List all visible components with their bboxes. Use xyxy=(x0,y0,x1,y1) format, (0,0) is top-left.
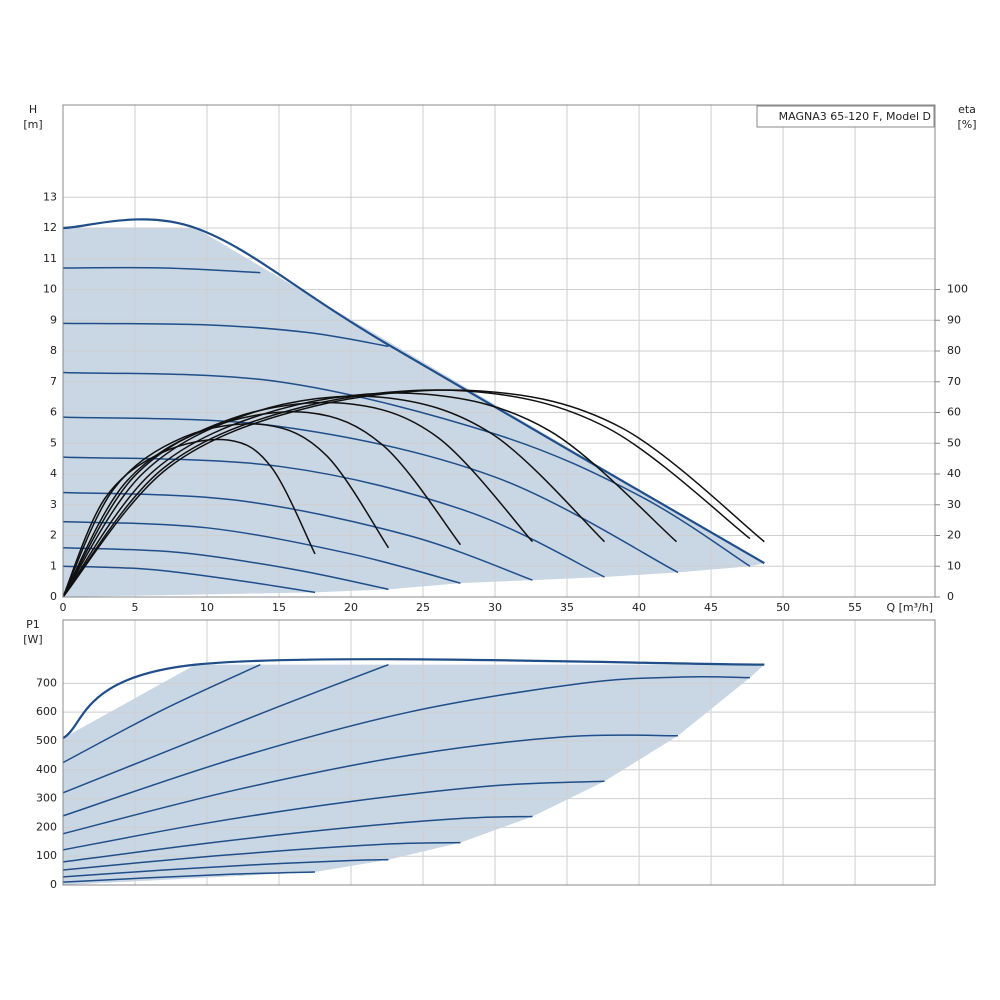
pump-curve xyxy=(62,734,678,835)
pump-curve xyxy=(62,780,605,851)
operating-area xyxy=(63,664,765,885)
efficiency-curve xyxy=(62,389,751,598)
pump-curve xyxy=(62,841,461,871)
x-tick-label: 25 xyxy=(416,601,430,614)
y2-tick-label: 50 xyxy=(947,436,961,449)
y-tick-label: 9 xyxy=(50,313,57,326)
pump-curve xyxy=(62,675,750,817)
plot-frame xyxy=(62,104,936,598)
pump-curve xyxy=(62,663,389,794)
efficiency-curve xyxy=(62,395,606,598)
y-tick-label: 500 xyxy=(36,734,57,747)
x-tick-label: 15 xyxy=(272,601,286,614)
y2-tick-label: 90 xyxy=(947,313,961,326)
y-tick-label: 3 xyxy=(50,498,57,511)
pump-curve xyxy=(62,658,765,740)
y-tick-label: 200 xyxy=(36,820,57,833)
pump-curve xyxy=(62,266,261,274)
chart-title: MAGNA3 65-120 F, Model D xyxy=(779,110,931,123)
x-tick-label: 20 xyxy=(344,601,358,614)
y-tick-label: 0 xyxy=(50,878,57,891)
pump-curve xyxy=(62,520,461,584)
x-tick-label: 40 xyxy=(632,601,646,614)
x-tick-label: 5 xyxy=(132,601,139,614)
y-tick-label: 7 xyxy=(50,375,57,388)
pump-curve xyxy=(62,815,533,863)
y-tick-label: 10 xyxy=(43,283,57,296)
y2-axis-unit: [%] xyxy=(957,118,976,131)
efficiency-curve xyxy=(62,423,390,598)
x-tick-label: 55 xyxy=(848,601,862,614)
y2-tick-label: 80 xyxy=(947,344,961,357)
y-tick-label: 8 xyxy=(50,344,57,357)
y2-tick-label: 40 xyxy=(947,467,961,480)
y-tick-label: 100 xyxy=(36,849,57,862)
pump-curve xyxy=(62,416,679,574)
y-tick-label: 400 xyxy=(36,763,57,776)
y-tick-label: 13 xyxy=(43,190,57,203)
pump-curve xyxy=(62,371,751,567)
pump-curve xyxy=(62,322,389,348)
pump-curve xyxy=(62,218,765,565)
y2-tick-label: 20 xyxy=(947,529,961,542)
y2-tick-label: 100 xyxy=(947,283,968,296)
efficiency-curve xyxy=(62,438,316,598)
pump-curve xyxy=(62,565,316,594)
efficiency-curve xyxy=(62,411,462,598)
y2-tick-label: 10 xyxy=(947,559,961,572)
pump-curve xyxy=(62,663,261,764)
y2-tick-label: 0 xyxy=(947,590,954,603)
pump-curve xyxy=(62,858,389,878)
y-axis-unit: [m] xyxy=(23,118,42,131)
x-tick-label: 45 xyxy=(704,601,718,614)
y-tick-label: 2 xyxy=(50,529,57,542)
efficiency-curve xyxy=(62,401,534,598)
y-tick-label: 600 xyxy=(36,705,57,718)
y2-axis-label: eta xyxy=(958,103,976,116)
y-tick-label: 700 xyxy=(36,676,57,689)
y-tick-label: 11 xyxy=(43,252,57,265)
pump-curve xyxy=(62,871,316,883)
y-axis-label: P1 xyxy=(26,618,40,631)
y2-tick-label: 60 xyxy=(947,406,961,419)
efficiency-curve xyxy=(62,389,765,598)
x-label-bg xyxy=(880,600,934,616)
pump-curve xyxy=(62,491,533,581)
pump-curve xyxy=(62,547,389,591)
y2-tick-label: 70 xyxy=(947,375,961,388)
y-tick-label: 1 xyxy=(50,559,57,572)
y-tick-label: 0 xyxy=(50,590,57,603)
y-axis-unit: [W] xyxy=(23,633,42,646)
x-tick-label: 35 xyxy=(560,601,574,614)
title-box xyxy=(756,105,935,128)
x-axis-label: Q [m³/h] xyxy=(886,601,933,614)
y-tick-label: 5 xyxy=(50,436,57,449)
x-tick-label: 0 xyxy=(60,601,67,614)
efficiency-curve xyxy=(62,392,677,598)
x-tick-label: 30 xyxy=(488,601,502,614)
y-tick-label: 12 xyxy=(43,221,57,234)
y-tick-label: 4 xyxy=(50,467,57,480)
x-tick-label: 50 xyxy=(776,601,790,614)
y-axis-label: H xyxy=(29,103,37,116)
x-tick-label: 10 xyxy=(200,601,214,614)
y-tick-label: 6 xyxy=(50,406,57,419)
y-tick-label: 300 xyxy=(36,792,57,805)
y2-tick-label: 30 xyxy=(947,498,961,511)
plot-frame xyxy=(62,619,936,886)
